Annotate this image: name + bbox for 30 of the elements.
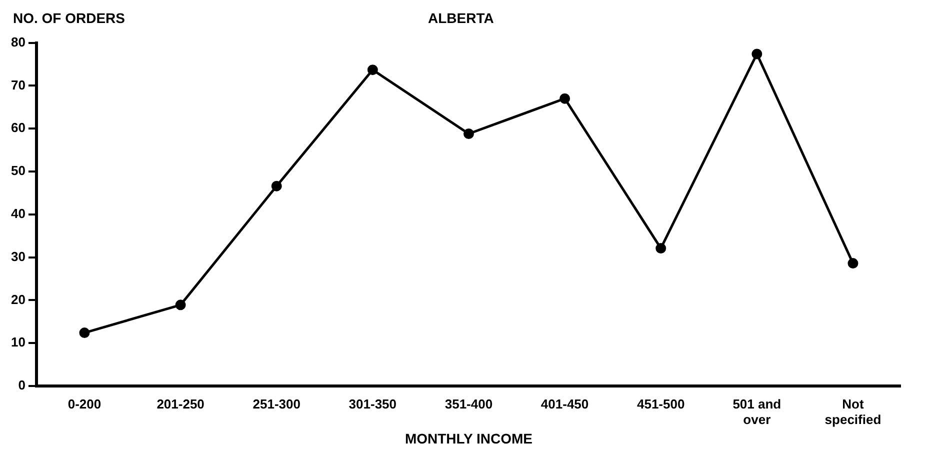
x-tick-label: 401-450 [540,396,589,412]
y-tick-label: 80 [10,34,26,50]
x-tick-label: 301-350 [348,396,397,412]
point [752,48,762,60]
x-tick-label: 251-300 [252,396,300,412]
x-axis-title: MONTHLY INCOME [404,430,533,446]
point [656,243,666,254]
y-axis-title: NO. OF ORDERS [13,10,126,26]
point [463,128,474,139]
y-tick-label: 60 [10,120,26,136]
y-tick-label: 0 [18,378,26,393]
y-tick-label: 70 [10,77,26,92]
x-tick-label: 201-250 [156,396,204,412]
point [848,258,858,269]
y-tick-label: 10 [10,334,26,350]
point [175,300,186,310]
point [560,93,570,104]
point [271,180,282,192]
x-tick-label: 0-200 [68,396,102,412]
point [79,328,90,338]
x-tick-label: 501 and over [732,396,782,427]
x-tick-label: 351-400 [444,396,493,412]
y-tick-label: 50 [10,163,26,178]
point [367,64,378,76]
chart-title: ALBERTA [428,10,494,26]
x-tick-label: Not specified [824,396,882,427]
y-tick-label: 30 [10,248,26,264]
x-tick-label: 451-500 [636,396,685,412]
y-tick-label: 20 [10,292,26,307]
y-tick-label: 40 [10,206,26,221]
